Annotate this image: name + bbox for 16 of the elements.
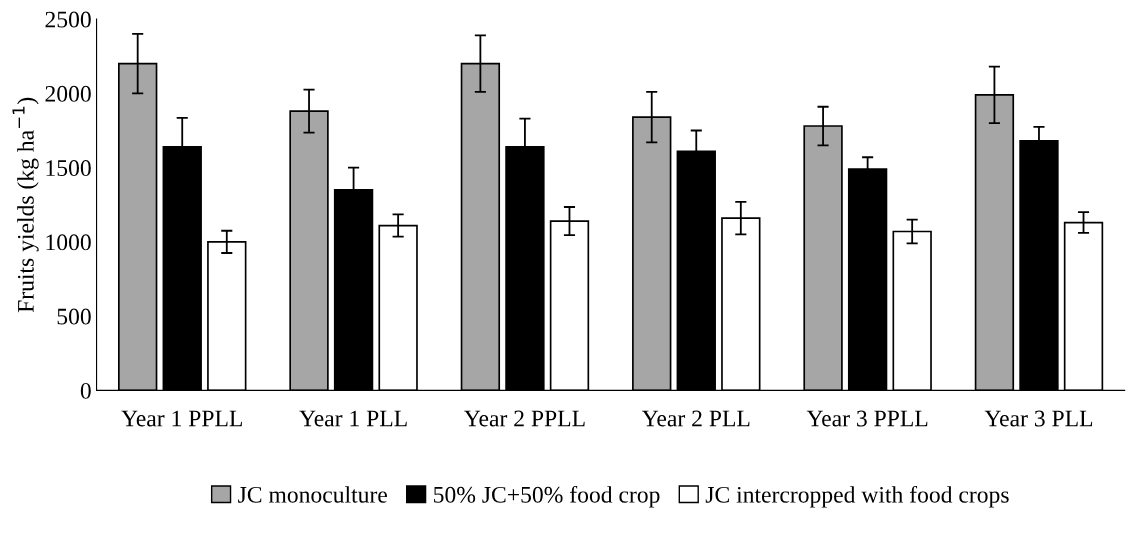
legend-label: 50% JC+50% food crop xyxy=(434,485,660,508)
legend-label: JC intercropped with food crops xyxy=(705,485,1009,508)
x-tick-label: Year 2 PLL xyxy=(641,410,750,427)
y-tick-label: 1000 xyxy=(46,234,91,251)
y-tick-label: 0 xyxy=(80,382,91,399)
y-tick-label: 2500 xyxy=(45,11,91,28)
x-tick-label: Year 3 PLL xyxy=(984,410,1093,427)
x-tick-label: Year 1 PPLL xyxy=(121,410,242,427)
y-tick-label: 1500 xyxy=(46,160,91,177)
legend-label: JC monoculture xyxy=(238,486,387,503)
y-axis-title: Fruits yields (kg ha$^{−1}$) xyxy=(12,97,39,313)
x-tick-label: Year 3 PPLL xyxy=(806,410,928,427)
x-tick-label: Year 2 PPLL xyxy=(464,410,585,427)
x-tick-label: Year 1 PLL xyxy=(299,410,407,427)
y-tick-label: 500 xyxy=(57,308,91,325)
y-tick-label: 2000 xyxy=(45,85,91,102)
